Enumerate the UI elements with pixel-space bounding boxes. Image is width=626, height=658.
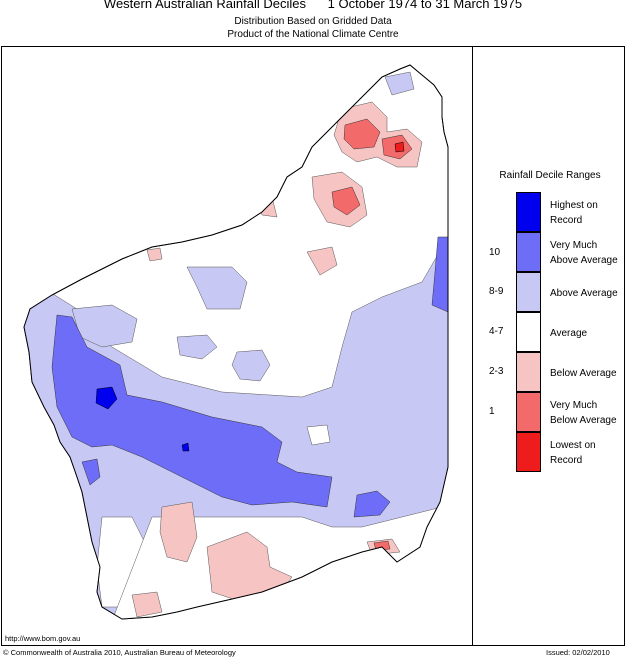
legend-range-2-3: 2-3: [489, 366, 504, 377]
legend-swatch-lowest: [516, 432, 541, 472]
legend-label-lowest: Lowest on Record: [550, 440, 596, 466]
rainfall-decile-map: [23, 64, 449, 620]
legend-swatch-below: [516, 352, 541, 392]
map-subtitle-producer: Product of the National Climate Centre: [227, 29, 399, 40]
very-much-above-average-region: [51, 314, 333, 508]
below-average-region-south: [206, 531, 293, 603]
average-region-small: [306, 424, 331, 446]
highest-on-record-region: [95, 386, 118, 410]
very-much-below-average-region-kimberley: [343, 118, 381, 150]
map-title: Western Australian Rainfall Deciles 1 Oc…: [103, 0, 523, 11]
very-much-above-average-region-east: [353, 490, 391, 518]
legend-swatch-highest: [516, 192, 541, 232]
wa-coastline: [23, 64, 449, 620]
legend-swatch-very-much-below: [516, 392, 541, 432]
above-average-region-north: [384, 71, 415, 96]
very-much-above-average-region-small: [81, 458, 101, 486]
map-subtitle-method: Distribution Based on Gridded Data: [234, 16, 392, 27]
footer-issued: Issued: 02/02/2010: [546, 648, 610, 657]
below-average-region-small: [146, 247, 163, 262]
legend-swatch-average: [516, 312, 541, 352]
legend-range-10: 10: [489, 247, 501, 258]
legend-range-8-9: 8-9: [489, 286, 504, 297]
lowest-on-record-region: [394, 141, 405, 153]
below-average-region-coast: [273, 146, 298, 172]
below-average-region-southwest: [159, 501, 198, 563]
above-average-region-pilbara: [186, 266, 248, 310]
legend-label-very-much-above: Very Much Above Average: [550, 240, 618, 266]
very-much-above-average-region-border: [431, 236, 448, 313]
below-average-region-coast-south: [131, 591, 163, 618]
highest-on-record-region-small: [181, 442, 190, 452]
very-much-below-average-region-north: [331, 186, 361, 216]
legend-range-4-7: 4-7: [489, 326, 504, 337]
legend-label-above: Above Average: [550, 288, 618, 299]
legend-label-highest: Highest on Record: [550, 200, 598, 226]
legend-label-average: Average: [550, 328, 588, 339]
legend-swatch-above: [516, 272, 541, 312]
below-average-region-inland: [306, 246, 338, 276]
legend-range-1: 1: [489, 406, 495, 417]
legend-label-very-much-below: Very Much Below Average: [550, 400, 617, 426]
above-average-region-central: [176, 334, 218, 360]
legend-label-below: Below Average: [550, 368, 617, 379]
legend-divider: [472, 46, 473, 646]
footer-url: http://www.bom.gov.au: [5, 634, 81, 643]
footer-copyright: © Commonwealth of Australia 2010, Austra…: [3, 648, 236, 657]
legend-swatch-very-much-above: [516, 232, 541, 272]
map-frame: [1, 46, 625, 646]
legend-title: Rainfall Decile Ranges: [499, 170, 601, 181]
above-average-region-inland: [231, 349, 271, 382]
